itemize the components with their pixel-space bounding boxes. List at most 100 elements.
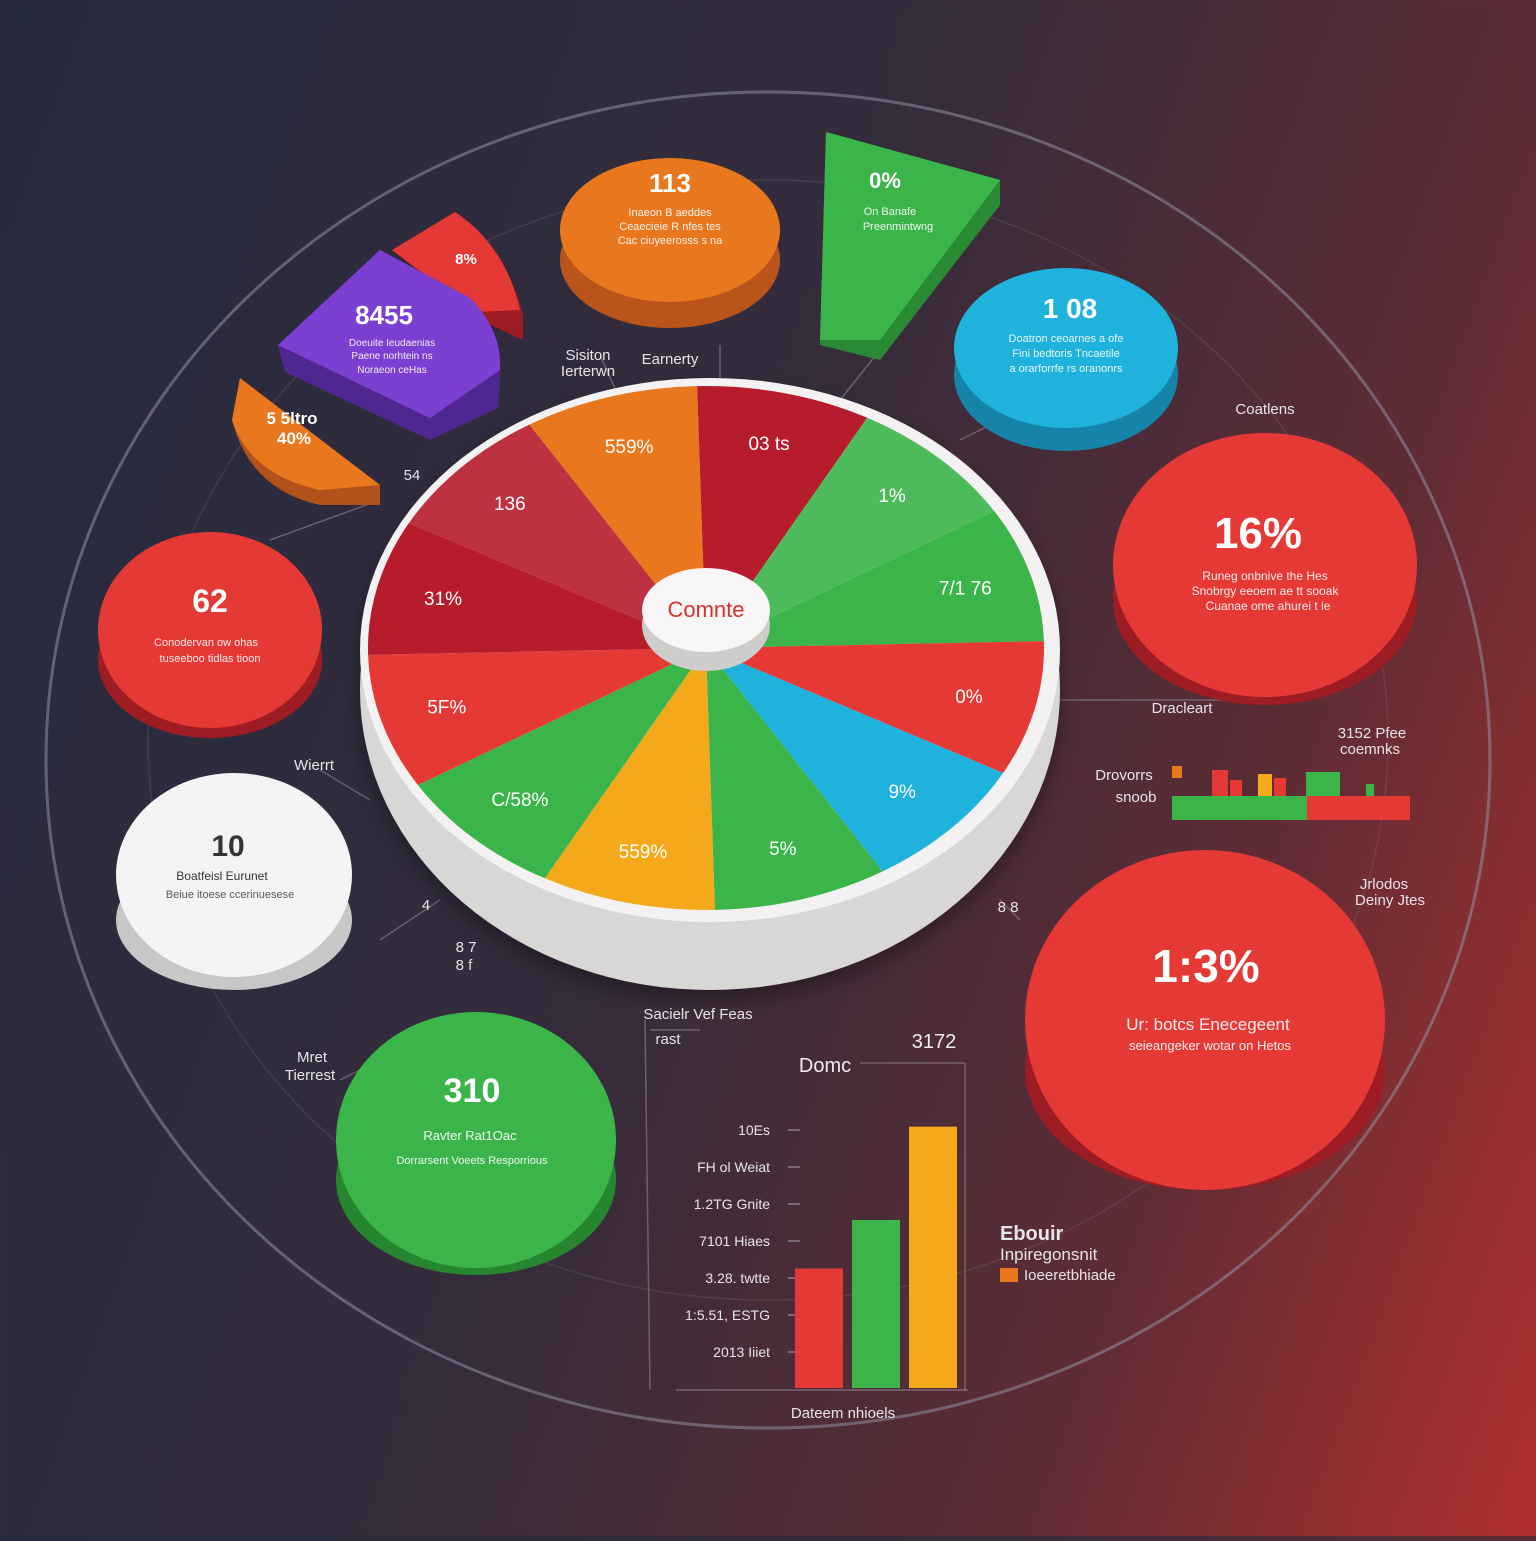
annotation-sacielr: Sacielr Vef Feas (643, 1006, 752, 1023)
card-value: 8% (455, 251, 477, 268)
card-line: seieangeker wotar on Hetos (1129, 1038, 1291, 1053)
card-value: 1:3% (1152, 940, 1259, 992)
legend-item: Ioeeretbhiade (1024, 1267, 1116, 1284)
annotation-wierrt: Wierrt (294, 757, 335, 774)
card-orange-top: 113 Inaeon B aeddes Ceaecieie R nfes tes… (560, 158, 780, 328)
card-green-wedge: 0% On Banafe Preenmintwng (820, 132, 1000, 360)
card-purple: 8455 Doeuite Ieudaenias Paene norhtein n… (278, 250, 501, 440)
bar-chart-title: Domc (799, 1055, 851, 1077)
mini-bar (1322, 772, 1340, 796)
card-line: Boatfeisl Eurunet (176, 869, 268, 883)
pie-slice-label: 5F% (427, 698, 466, 719)
annotation-earnerty: Earnerty (642, 351, 699, 368)
card-value: 10 (211, 830, 244, 863)
card-line: Ur: botcs Enecegeent (1126, 1015, 1290, 1034)
card-blue: 1 08 Doatron ceoarnes a ofe Fini bedtori… (954, 268, 1178, 451)
pie-slice (368, 648, 706, 785)
card-line: Preenmintwng (863, 221, 933, 233)
card-line: Ravter Rat1Oac (423, 1128, 517, 1143)
card-line: Conodervan ow ohas (154, 637, 258, 649)
mini-bar (1258, 774, 1272, 796)
card-value: 8455 (355, 300, 413, 330)
mini-bar-widget: Drovorrs snoob 3152 Pfee coemnks (1095, 725, 1410, 820)
annotations: Sisiton Ierterwn Earnerty Coatlens Dracl… (285, 347, 1425, 1084)
pie-slice-label: 1% (878, 486, 906, 507)
mini-bar (1366, 784, 1374, 796)
bar-chart-x-label: Dateem nhioels (791, 1405, 895, 1422)
annotation-mret: Mret (297, 1049, 328, 1066)
mini-bar-label-2: snoob (1116, 789, 1157, 806)
card-value: 310 (444, 1072, 501, 1110)
annotation-small: 54 (404, 467, 421, 484)
mini-bar (1172, 766, 1182, 778)
pie-slice (706, 641, 1044, 773)
mini-bar (1307, 796, 1410, 820)
bar-chart-value-label: 3172 (912, 1031, 957, 1053)
pie-slice-label: 5% (769, 839, 797, 860)
card-value: 0% (869, 168, 901, 193)
bar-chart-ticks: 10Es FH ol Weiat 1.2TG Gnite 7101 Hiaes 3.28… (685, 1122, 800, 1360)
mini-bar (1230, 780, 1242, 796)
card-line: tuseeboo tidlas tioon (160, 653, 261, 665)
pie-slice-label: 559% (605, 437, 654, 458)
mini-bar (1306, 772, 1322, 796)
card-green-bottom: 310 Ravter Rat1Oac Dorrarsent Voeets Res… (336, 1012, 616, 1275)
card-line: Doeuite Ieudaenias (349, 338, 435, 349)
bar (795, 1268, 843, 1388)
mini-bar (1172, 796, 1307, 820)
pie-slices (368, 386, 1044, 910)
card-value: 113 (649, 168, 691, 198)
pie-slice (368, 523, 706, 655)
mini-bar (1212, 770, 1228, 796)
mini-bar-label: Drovorrs (1095, 767, 1153, 784)
card-value-line2: 40% (277, 429, 311, 448)
bar-chart-top-label: rast (655, 1031, 681, 1048)
mini-bar (1274, 778, 1286, 796)
annotation-dracleart: Dracleart (1152, 700, 1214, 717)
mini-bar-title-2: coemnks (1340, 741, 1400, 758)
y-tick-label: 10Es (738, 1122, 770, 1138)
bar-chart-bars (795, 1126, 957, 1388)
pie-slice-label: 9% (888, 782, 916, 803)
card-line: Fini bedtoris Tncaetile (1012, 348, 1119, 360)
annotation-jrlodos-2: Deiny Jtes (1355, 892, 1425, 909)
pie-slice-label: 0% (955, 687, 983, 708)
center-button-top (642, 568, 770, 652)
center-label: Comnte (667, 597, 744, 622)
annotation-mret-2: Tierrest (285, 1067, 336, 1084)
card-line: Cac ciuyeerosss s na (618, 235, 723, 247)
pie-slice (706, 648, 883, 910)
pie-slice-label: 03 ts (748, 434, 789, 455)
y-tick-label: 7101 Hiaes (699, 1233, 770, 1249)
card-value: 1 08 (1043, 293, 1098, 324)
annotation-sitton-2: Ierterwn (561, 363, 615, 380)
card-red-right-top: 16% Runeg onbnive the Hes Snobrgy eeoem … (1113, 433, 1417, 705)
y-tick-label: FH ol Weiat (697, 1159, 770, 1175)
pie-slice-label: 559% (619, 842, 668, 863)
annotation-small: 4 (422, 897, 430, 914)
pie-slice (706, 417, 995, 648)
card-value-line1: 5 5ltro (266, 409, 317, 428)
mini-bar-title: 3152 Pfee (1338, 725, 1406, 742)
card-line: Dorrarsent Voeets Resporrious (396, 1155, 548, 1167)
legend-swatch (1000, 1268, 1018, 1282)
bar-chart: Domc 3172 rast Dateem nhioels 10Es FH ol … (655, 1031, 968, 1422)
inner-guide-ring (147, 179, 1389, 1301)
card-value: 62 (192, 583, 228, 619)
pie-slice-label: 31% (424, 589, 462, 610)
y-tick-label: 2013 Iiiet (713, 1344, 770, 1360)
card-red-left: 62 Conodervan ow ohas tuseeboo tidlas ti… (98, 532, 322, 738)
annotation-small: 8 7 (456, 939, 477, 956)
card-line: Paene norhtein ns (351, 351, 432, 362)
annotation-coatlens: Coatlens (1235, 401, 1294, 418)
card-orange-wedge: 5 5ltro 40% (232, 378, 380, 505)
card-line: a orarforrfe rs oranonrs (1009, 363, 1123, 375)
pie-slice-label: C/58% (491, 790, 548, 811)
y-tick-label: 3.28. twtte (705, 1270, 770, 1286)
pie-slice-labels: 559% 03 ts 1% 7/1 76 0% 9% 5% 559% C/58% 5F% 31% 13… (424, 434, 992, 863)
bar (852, 1220, 900, 1388)
legend: Ebouir Inpiregonsnit Ioeeretbhiade (1000, 1223, 1116, 1284)
pie-slice-label: 136 (494, 494, 526, 515)
y-tick-label: 1.2TG Gnite (694, 1196, 770, 1212)
